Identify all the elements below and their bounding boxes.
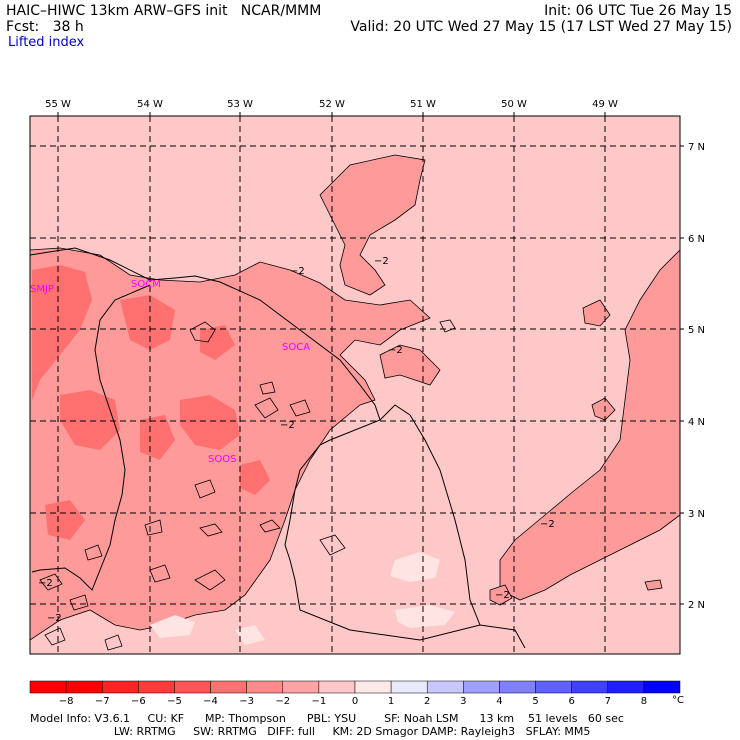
- model-info-line2: LW: RRTMG SW: RRTMG DIFF: full KM: 2D Sm…: [30, 725, 591, 738]
- colorbar-box: [535, 680, 572, 694]
- station-smjp: SMJP: [30, 284, 54, 295]
- colorbar-box: [138, 680, 175, 694]
- colorbar-tick-label: −2: [275, 696, 290, 707]
- colorbar-tick-label: 8: [641, 696, 647, 707]
- colorbar-box: [571, 680, 609, 694]
- contour-label: −2: [280, 420, 295, 431]
- colorbar-box: [101, 680, 139, 694]
- lat-label-4n: 4 N: [688, 417, 705, 428]
- contour-label: −2: [47, 613, 62, 624]
- colorbar-tick-label: −4: [203, 696, 218, 707]
- colorbar-box: [29, 680, 67, 694]
- coastline-east: [379, 404, 481, 626]
- lon-label-50w: 50 W: [501, 99, 527, 110]
- init-time: Init: 06 UTC Tue 26 May 15: [544, 3, 732, 19]
- colorbar-box: [174, 680, 211, 694]
- colorbar-box: [246, 680, 284, 694]
- colorbar-tick-label: 6: [568, 696, 574, 707]
- lon-label-52w: 52 W: [319, 99, 345, 110]
- lon-label-54w: 54 W: [137, 99, 163, 110]
- colorbar-tick-label: −1: [312, 696, 327, 707]
- lon-labels: 55 W 54 W 53 W 52 W 51 W 50 W 49 W: [45, 99, 618, 110]
- colorbar-tick-label: 7: [605, 696, 611, 707]
- station-soos: SOOS: [208, 454, 236, 465]
- station-soca: SOCA: [282, 342, 310, 353]
- contour-labels: −2 −2 −2 −2 −2 −2 −2 −2: [38, 256, 555, 624]
- colorbar-box: [65, 680, 103, 694]
- contour-label: −2: [290, 266, 305, 277]
- colorbar-unit: °C: [672, 695, 684, 706]
- map-frame: [29, 115, 681, 655]
- lat-label-5n: 5 N: [688, 325, 705, 336]
- colorbar-box: [354, 680, 392, 694]
- lat-label-7n: 7 N: [688, 142, 705, 153]
- colorbar-tick-label: −7: [95, 696, 110, 707]
- border-line: [31, 284, 151, 591]
- contour-label: −2: [388, 345, 403, 356]
- colorbar-labels: −8 −7 −6 −5 −4 −3 −2 −1 0 1 2 3 4 5 6 7 8: [59, 696, 647, 707]
- colorbar-box: [318, 680, 356, 694]
- lon-label-49w: 49 W: [592, 99, 618, 110]
- run-title: HAIC–HIWC 13km ARW–GFS init NCAR/MMM: [6, 3, 322, 19]
- colorbar-tick-label: 0: [352, 696, 358, 707]
- lon-label-53w: 53 W: [227, 99, 253, 110]
- contour-label: −2: [38, 578, 53, 589]
- colorbar-box: [282, 680, 320, 694]
- colorbar-tick-label: −8: [59, 696, 74, 707]
- contour-label: −2: [495, 590, 510, 601]
- colorbar: [29, 680, 681, 694]
- colorbar-tick-label: 3: [460, 696, 466, 707]
- contour-label: −2: [540, 519, 555, 530]
- colorbar-box: [463, 680, 500, 694]
- colorbar-tick-label: 1: [388, 696, 394, 707]
- colorbar-tick-label: −6: [131, 696, 146, 707]
- colorbar-box: [390, 680, 428, 694]
- lon-label-51w: 51 W: [410, 99, 436, 110]
- station-socm: SOCM: [131, 279, 161, 290]
- contour-rings: [39, 319, 456, 651]
- colorbar-tick-label: −3: [239, 696, 254, 707]
- coastline: [29, 247, 526, 649]
- strong-instability-regions: [32, 265, 270, 540]
- lat-labels: 7 N 6 N 5 N 4 N 3 N 2 N: [688, 142, 705, 611]
- contour-label: −2: [374, 256, 389, 267]
- station-labels: SMJP SOCM SOCA SOOS: [30, 279, 310, 465]
- lat-label-3n: 3 N: [688, 509, 705, 520]
- colorbar-tick-label: −5: [167, 696, 182, 707]
- colorbar-tick-label: 2: [424, 696, 430, 707]
- lat-lon-grid: [30, 116, 680, 654]
- frame-ticks: [57, 112, 684, 605]
- colorbar-box: [607, 680, 645, 694]
- colorbar-tick-label: 4: [496, 696, 502, 707]
- lat-label-2n: 2 N: [688, 600, 705, 611]
- colorbar-box: [499, 680, 536, 694]
- forecast-hour: Fcst: 38 h: [6, 19, 84, 35]
- model-info-line1: Model Info: V3.6.1 CU: KF MP: Thompson P…: [30, 712, 624, 725]
- lat-label-6n: 6 N: [688, 234, 705, 245]
- colorbar-tick-label: 5: [532, 696, 538, 707]
- lon-label-55w: 55 W: [45, 99, 71, 110]
- near-zero-regions: [150, 552, 455, 645]
- valid-time: Valid: 20 UTC Wed 27 May 15 (17 LST Wed …: [350, 19, 732, 35]
- field-name: Lifted index: [8, 35, 85, 50]
- colorbar-box: [426, 680, 464, 694]
- colorbar-box: [210, 680, 247, 694]
- colorbar-box: [643, 680, 681, 694]
